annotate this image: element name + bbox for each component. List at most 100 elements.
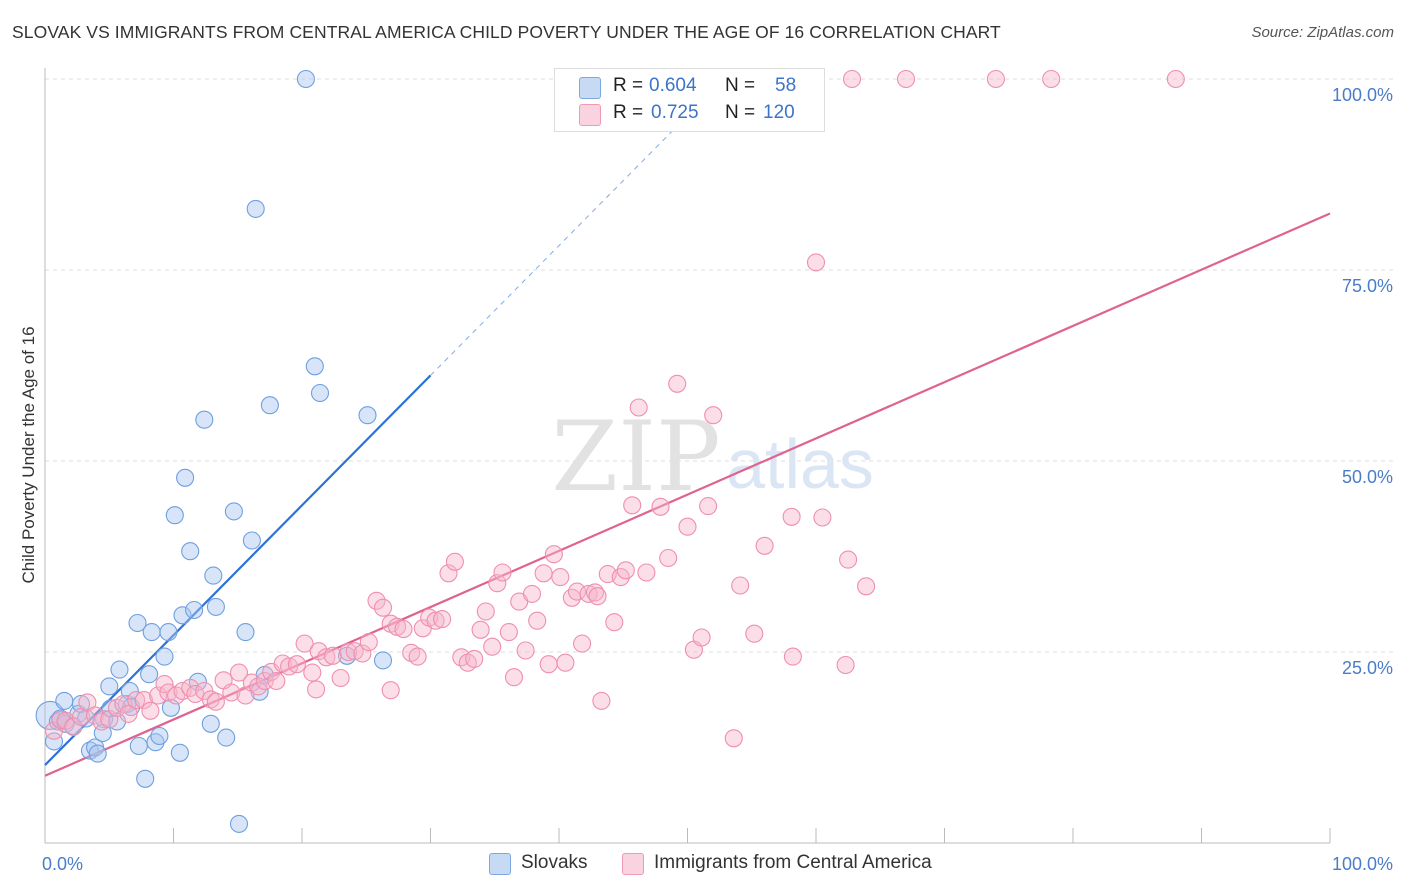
data-point xyxy=(129,736,148,756)
data-point xyxy=(88,744,107,763)
data-point xyxy=(236,623,255,642)
data-point xyxy=(724,729,743,748)
data-point xyxy=(616,561,635,580)
data-point xyxy=(544,545,563,564)
data-point xyxy=(110,660,129,679)
data-point xyxy=(140,665,159,684)
data-point xyxy=(426,611,445,630)
data-point xyxy=(305,357,324,376)
data-point xyxy=(986,69,1005,89)
data-point xyxy=(504,668,524,687)
data-point xyxy=(303,663,322,682)
watermark-zip: ZIP xyxy=(551,401,720,513)
data-point xyxy=(204,566,223,585)
data-point xyxy=(201,714,220,733)
data-point xyxy=(516,641,535,660)
data-point xyxy=(229,814,249,833)
tick-labels: 25.0% 50.0% 75.0% 100.0% 0.0% 100.0% xyxy=(42,85,1393,874)
data-point xyxy=(483,637,502,656)
chart-title: SLOVAK VS IMMIGRANTS FROM CENTRAL AMERIC… xyxy=(12,22,1001,42)
data-point xyxy=(471,620,490,639)
y-axis-label: Child Poverty Under the Age of 16 xyxy=(19,326,38,583)
data-point xyxy=(373,651,393,670)
data-point xyxy=(296,69,315,89)
data-point xyxy=(659,548,678,568)
data-point xyxy=(692,628,711,647)
bottom-legend-label: Immigrants from Central America xyxy=(654,852,932,873)
data-point xyxy=(836,655,855,675)
watermark: ZIP atlas xyxy=(551,401,874,513)
data-point xyxy=(242,531,261,550)
bottom-legend-label: Slovaks xyxy=(521,852,588,873)
bottom-legend-swatch xyxy=(489,853,511,875)
legend-swatch-slovaks xyxy=(579,77,601,99)
data-point xyxy=(439,564,458,583)
data-point xyxy=(134,691,153,710)
data-point xyxy=(1166,69,1185,89)
data-points xyxy=(35,69,1185,833)
data-point xyxy=(331,668,350,688)
data-point xyxy=(637,563,656,582)
data-point xyxy=(185,600,204,620)
data-point xyxy=(323,646,342,665)
data-point xyxy=(246,199,265,218)
data-point xyxy=(206,692,225,711)
data-point xyxy=(896,69,916,89)
data-point xyxy=(159,623,178,642)
data-point xyxy=(476,602,495,621)
data-point xyxy=(394,620,413,639)
data-point xyxy=(699,497,718,516)
data-point xyxy=(381,681,400,700)
data-point xyxy=(64,717,83,736)
data-point xyxy=(176,468,195,487)
data-point xyxy=(267,671,286,691)
data-point xyxy=(755,536,774,555)
x-tick-label: 100.0% xyxy=(1332,854,1393,874)
y-tick-label: 50.0% xyxy=(1342,467,1393,487)
data-point xyxy=(408,647,427,666)
data-point xyxy=(173,606,192,625)
data-point xyxy=(71,694,91,714)
data-point xyxy=(567,582,587,601)
legend-swatch-central-america xyxy=(579,104,601,126)
data-point xyxy=(149,686,168,705)
data-point xyxy=(339,642,358,662)
data-point xyxy=(588,587,607,606)
data-point xyxy=(731,576,750,595)
data-point xyxy=(806,253,826,272)
data-point xyxy=(127,691,146,710)
data-point xyxy=(136,769,155,788)
data-point xyxy=(528,611,547,630)
data-point xyxy=(534,564,553,583)
legend-n-value: 120 xyxy=(763,102,795,123)
axes xyxy=(44,68,1331,844)
data-point xyxy=(170,743,189,762)
data-point xyxy=(373,598,393,617)
data-point xyxy=(224,502,243,521)
data-point xyxy=(222,683,241,702)
data-point xyxy=(155,647,174,666)
data-point xyxy=(367,591,386,610)
data-point xyxy=(605,613,624,632)
data-point xyxy=(44,721,64,740)
series-central-america xyxy=(44,69,1185,748)
data-point xyxy=(358,406,377,425)
data-point xyxy=(260,396,279,415)
data-point xyxy=(445,552,464,571)
data-point xyxy=(142,623,161,642)
data-point xyxy=(195,410,214,429)
data-point xyxy=(556,653,575,672)
data-point xyxy=(539,655,558,674)
legend-r-label: R = xyxy=(613,75,644,96)
data-point xyxy=(668,374,687,393)
data-point xyxy=(1042,69,1061,89)
data-point xyxy=(592,691,611,710)
data-point xyxy=(217,728,236,747)
data-point xyxy=(433,610,452,629)
correlation-legend: R = 0.604 N = 58 R = 0.725 N = 120 xyxy=(554,68,825,132)
data-point xyxy=(155,675,174,694)
data-point xyxy=(287,655,306,674)
data-point xyxy=(782,507,801,526)
legend-r-value: 0.604 xyxy=(649,75,697,96)
